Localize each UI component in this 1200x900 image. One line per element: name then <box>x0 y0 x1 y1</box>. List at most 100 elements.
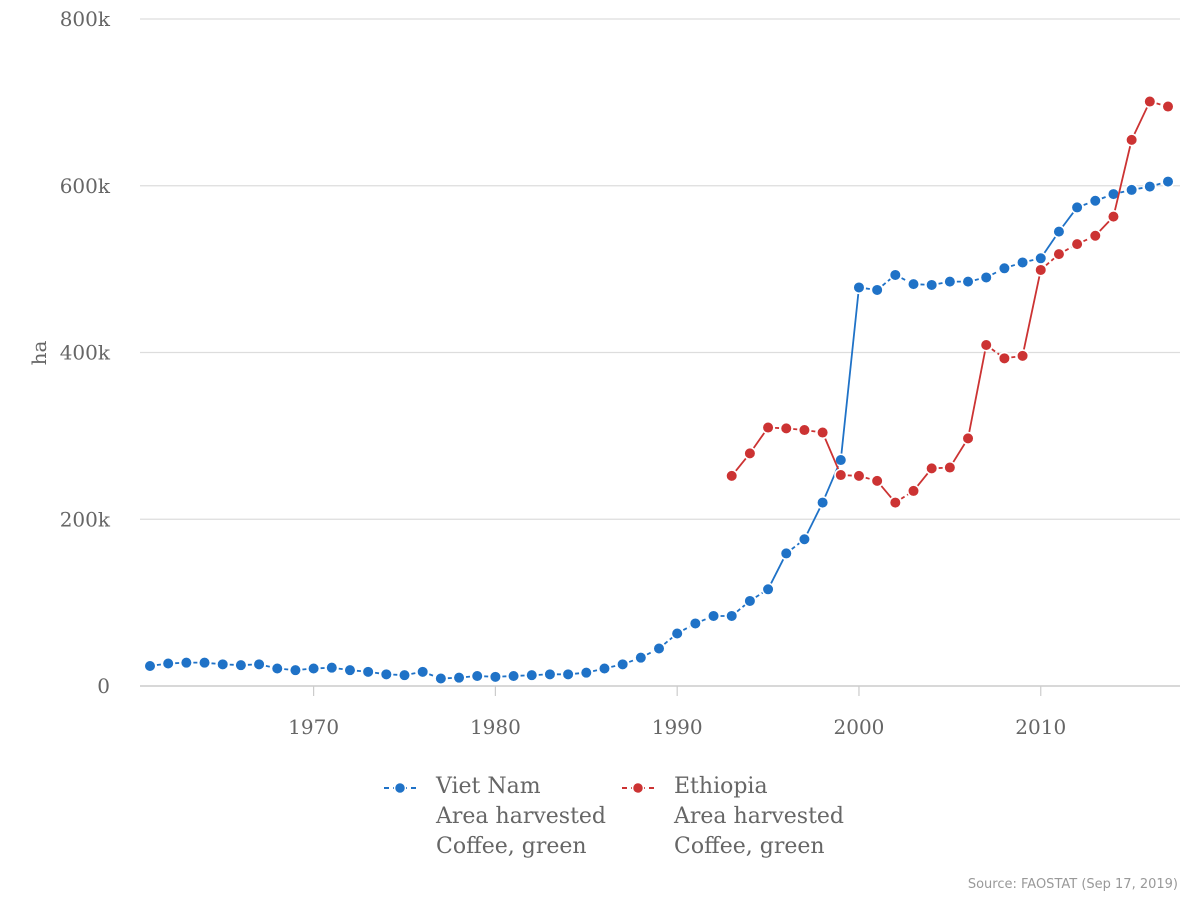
legend-marker-viet-nam <box>382 772 436 802</box>
data-point-viet-nam <box>307 661 321 676</box>
data-point-viet-nam <box>779 546 793 561</box>
data-point-viet-nam <box>761 582 775 596</box>
data-point-ethiopia <box>761 420 775 435</box>
data-point-viet-nam <box>452 671 466 685</box>
legend-item-name-viet-nam: Coffee, green <box>436 834 587 859</box>
data-point-viet-nam <box>361 665 375 679</box>
data-point-ethiopia <box>743 446 757 460</box>
legend-item-viet-nam[interactable]: Viet Nam Area harvested Coffee, green <box>382 772 620 862</box>
series-line-segment-ethiopia <box>1112 139 1133 217</box>
data-point-viet-nam <box>325 661 339 675</box>
data-point-ethiopia <box>1052 247 1066 261</box>
data-point-viet-nam <box>543 667 557 681</box>
data-point-viet-nam <box>579 666 593 680</box>
data-point-viet-nam <box>1052 225 1066 239</box>
data-point-viet-nam <box>652 641 666 656</box>
legend-item-ethiopia[interactable]: Ethiopia Area harvested Coffee, green <box>620 772 858 862</box>
data-point-viet-nam <box>288 663 303 677</box>
x-tick-label: 2010 <box>1015 715 1066 739</box>
source-note: Source: FAOSTAT (Sep 17, 2019) <box>967 877 1178 892</box>
data-point-viet-nam <box>743 594 757 608</box>
data-point-viet-nam <box>870 283 884 297</box>
data-point-ethiopia <box>852 469 866 483</box>
data-point-viet-nam <box>179 656 193 670</box>
data-point-viet-nam <box>906 277 921 291</box>
data-point-viet-nam <box>670 626 684 641</box>
series-layer <box>143 94 1175 686</box>
legend-element-viet-nam: Area harvested <box>436 804 607 829</box>
data-point-ethiopia <box>1161 99 1175 114</box>
data-point-viet-nam <box>234 658 248 672</box>
y-axis-title: ha <box>27 341 51 366</box>
series-line-segment-viet-nam <box>767 553 788 590</box>
axes: 0 200k 400k 600k 800k 1970 1980 1990 2000 2010 ha <box>27 7 1066 739</box>
data-point-ethiopia <box>1070 237 1084 251</box>
data-point-viet-nam <box>943 275 957 289</box>
data-point-ethiopia <box>1143 94 1157 109</box>
data-point-viet-nam <box>434 671 448 686</box>
legend-marker-ethiopia <box>620 772 674 802</box>
data-point-viet-nam <box>597 661 612 676</box>
data-point-viet-nam <box>725 609 739 623</box>
data-point-ethiopia <box>725 469 739 483</box>
y-tick-label: 600k <box>60 174 111 198</box>
data-point-ethiopia <box>1088 229 1102 243</box>
data-point-ethiopia <box>979 338 993 352</box>
data-point-viet-nam <box>1161 174 1175 189</box>
series-viet-nam <box>143 174 1175 686</box>
data-point-ethiopia <box>1034 263 1048 277</box>
data-point-ethiopia <box>816 425 830 440</box>
data-point-viet-nam <box>525 668 539 682</box>
series-line-segment-ethiopia <box>1130 101 1151 141</box>
data-point-viet-nam <box>470 669 484 683</box>
data-point-viet-nam <box>852 280 866 295</box>
data-point-viet-nam <box>979 270 993 285</box>
data-point-ethiopia <box>797 423 812 437</box>
y-tick-label: 800k <box>60 7 111 31</box>
data-point-viet-nam <box>1034 251 1048 265</box>
data-point-viet-nam <box>997 261 1011 275</box>
data-point-viet-nam <box>197 656 212 670</box>
data-point-viet-nam <box>252 657 266 671</box>
y-tick-label: 200k <box>60 507 111 531</box>
data-point-ethiopia <box>1015 349 1030 363</box>
series-line-segment-ethiopia <box>821 432 842 476</box>
data-point-viet-nam <box>888 268 902 282</box>
data-point-viet-nam <box>797 532 812 546</box>
data-point-viet-nam <box>816 495 830 510</box>
data-point-viet-nam <box>688 616 702 631</box>
data-point-viet-nam <box>561 667 575 681</box>
data-point-viet-nam <box>270 661 284 676</box>
data-point-ethiopia <box>888 495 902 510</box>
data-point-ethiopia <box>906 484 921 498</box>
data-point-ethiopia <box>779 421 793 435</box>
legend-element-ethiopia: Area harvested <box>674 804 845 829</box>
data-point-viet-nam <box>1143 179 1157 194</box>
series-line-segment-ethiopia <box>967 344 988 439</box>
data-point-ethiopia <box>1125 133 1139 147</box>
data-point-viet-nam <box>416 665 430 679</box>
data-point-ethiopia <box>1106 209 1121 224</box>
data-point-ethiopia <box>997 351 1011 365</box>
data-point-viet-nam <box>397 668 412 682</box>
data-point-ethiopia <box>961 431 975 445</box>
data-point-viet-nam <box>488 670 502 684</box>
legend-label-viet-nam: Viet Nam <box>436 774 541 799</box>
data-point-viet-nam <box>506 669 521 683</box>
data-point-viet-nam <box>706 609 721 623</box>
data-point-viet-nam <box>961 275 975 289</box>
data-point-ethiopia <box>834 468 848 482</box>
data-point-viet-nam <box>379 667 393 681</box>
data-point-viet-nam <box>634 651 648 665</box>
data-point-viet-nam <box>1125 183 1139 197</box>
data-point-ethiopia <box>870 474 884 488</box>
legend: Viet Nam Area harvested Coffee, green Et… <box>382 772 858 862</box>
series-line-segment-viet-nam <box>803 502 824 540</box>
legend-label-ethiopia: Ethiopia <box>674 774 768 799</box>
data-point-ethiopia <box>943 460 957 475</box>
data-point-viet-nam <box>1070 200 1084 215</box>
data-point-ethiopia <box>925 461 939 475</box>
legend-item-name-ethiopia: Coffee, green <box>674 834 825 859</box>
data-point-viet-nam <box>925 278 939 292</box>
